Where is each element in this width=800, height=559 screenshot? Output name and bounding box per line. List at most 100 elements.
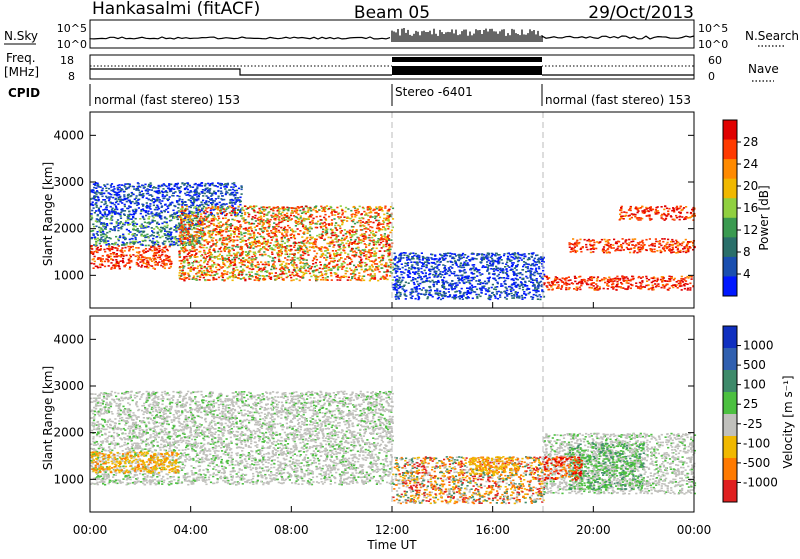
heatmap-cell — [302, 209, 304, 211]
heatmap-cell — [114, 247, 116, 249]
heatmap-cell — [248, 214, 250, 216]
heatmap-cell — [299, 223, 301, 225]
heatmap-cell — [478, 253, 480, 255]
heatmap-cell — [183, 242, 185, 244]
heatmap-cell — [330, 268, 332, 270]
heatmap-cell — [241, 189, 243, 191]
heatmap-cell — [102, 188, 104, 190]
heatmap-cell — [249, 251, 251, 253]
heatmap-cell — [197, 266, 199, 268]
heatmap-cell — [292, 207, 294, 209]
heatmap-cell — [481, 267, 483, 269]
heatmap-cell — [167, 238, 169, 240]
heatmap-cell — [359, 279, 361, 281]
heatmap-cell — [259, 268, 261, 270]
heatmap-cell — [182, 224, 184, 226]
heatmap-cell — [374, 218, 376, 220]
heatmap-cell — [213, 225, 215, 227]
heatmap-cell — [196, 188, 198, 190]
heatmap-cell — [379, 209, 381, 211]
heatmap-cell — [352, 271, 354, 273]
heatmap-cell — [231, 219, 233, 221]
heatmap-cell — [319, 216, 321, 218]
heatmap-cell — [207, 270, 209, 272]
heatmap-cell — [314, 241, 316, 243]
heatmap-cell — [301, 258, 303, 260]
heatmap-cell — [254, 240, 256, 242]
heatmap-cell — [363, 275, 365, 277]
heatmap-cell — [208, 279, 210, 281]
heatmap-cell — [234, 227, 236, 229]
heatmap-cell — [319, 234, 321, 236]
heatmap-cell — [381, 264, 383, 266]
heatmap-cell — [280, 251, 282, 253]
heatmap-cell — [378, 222, 380, 224]
heatmap-cell — [108, 198, 110, 200]
heatmap-cell — [233, 182, 235, 184]
heatmap-cell — [248, 260, 250, 262]
heatmap-cell — [337, 275, 339, 277]
heatmap-cell — [332, 266, 334, 268]
heatmap-cell — [191, 262, 193, 264]
heatmap-cell — [268, 264, 270, 266]
heatmap-cell — [174, 226, 176, 228]
heatmap-cell — [217, 216, 219, 218]
heatmap-cell — [467, 262, 469, 264]
heatmap-cell — [521, 297, 523, 299]
heatmap-cell — [269, 224, 271, 226]
heatmap-cell — [98, 199, 100, 201]
heatmap-cell — [283, 228, 285, 230]
heatmap-cell — [339, 228, 341, 230]
heatmap-cell — [226, 192, 228, 194]
heatmap-cell — [145, 236, 147, 238]
heatmap-cell — [236, 244, 238, 246]
heatmap-cell — [384, 228, 386, 230]
heatmap-cell — [179, 198, 181, 200]
heatmap-cell — [92, 190, 94, 192]
heatmap-cell — [288, 219, 290, 221]
cpid-segment-1: normal (fast stereo) 153 — [94, 93, 240, 107]
heatmap-cell — [249, 244, 251, 246]
heatmap-cell — [194, 250, 196, 252]
heatmap-cell — [511, 293, 513, 295]
heatmap-cell — [175, 236, 177, 238]
heatmap-cell — [384, 207, 386, 209]
heatmap-cell — [181, 208, 183, 210]
heatmap-cell — [110, 253, 112, 255]
heatmap-cell — [188, 224, 190, 226]
heatmap-cell — [155, 214, 157, 216]
heatmap-cell — [127, 246, 129, 248]
heatmap-cell — [300, 248, 302, 250]
heatmap-cell — [274, 235, 276, 237]
heatmap-cell — [132, 220, 134, 222]
heatmap-cell — [253, 252, 255, 254]
heatmap-cell — [142, 193, 144, 195]
heatmap-cell — [220, 198, 222, 200]
heatmap-cell — [316, 216, 318, 218]
heatmap-cell — [324, 208, 326, 210]
heatmap-cell — [247, 231, 249, 233]
heatmap-cell — [106, 216, 108, 218]
heatmap-cell — [244, 222, 246, 224]
heatmap-cell — [153, 228, 155, 230]
heatmap-cell — [338, 239, 340, 241]
heatmap-cell — [91, 191, 93, 193]
heatmap-cell — [377, 228, 379, 230]
heatmap-cell — [137, 259, 139, 261]
heatmap-cell — [463, 262, 465, 264]
heatmap-cell — [215, 218, 217, 220]
heatmap-cell — [123, 185, 125, 187]
heatmap-cell — [358, 266, 360, 268]
heatmap-cell — [279, 231, 281, 233]
heatmap-cell — [309, 273, 311, 275]
heatmap-cell — [389, 261, 391, 263]
heatmap-cell — [97, 214, 99, 216]
heatmap-cell — [506, 295, 508, 297]
heatmap-cell — [254, 217, 256, 219]
heatmap-cell — [429, 292, 431, 294]
heatmap-cell — [234, 234, 236, 236]
heatmap-cell — [218, 231, 220, 233]
heatmap-cell — [208, 191, 210, 193]
heatmap-cell — [145, 245, 147, 247]
heatmap-cell — [370, 254, 372, 256]
